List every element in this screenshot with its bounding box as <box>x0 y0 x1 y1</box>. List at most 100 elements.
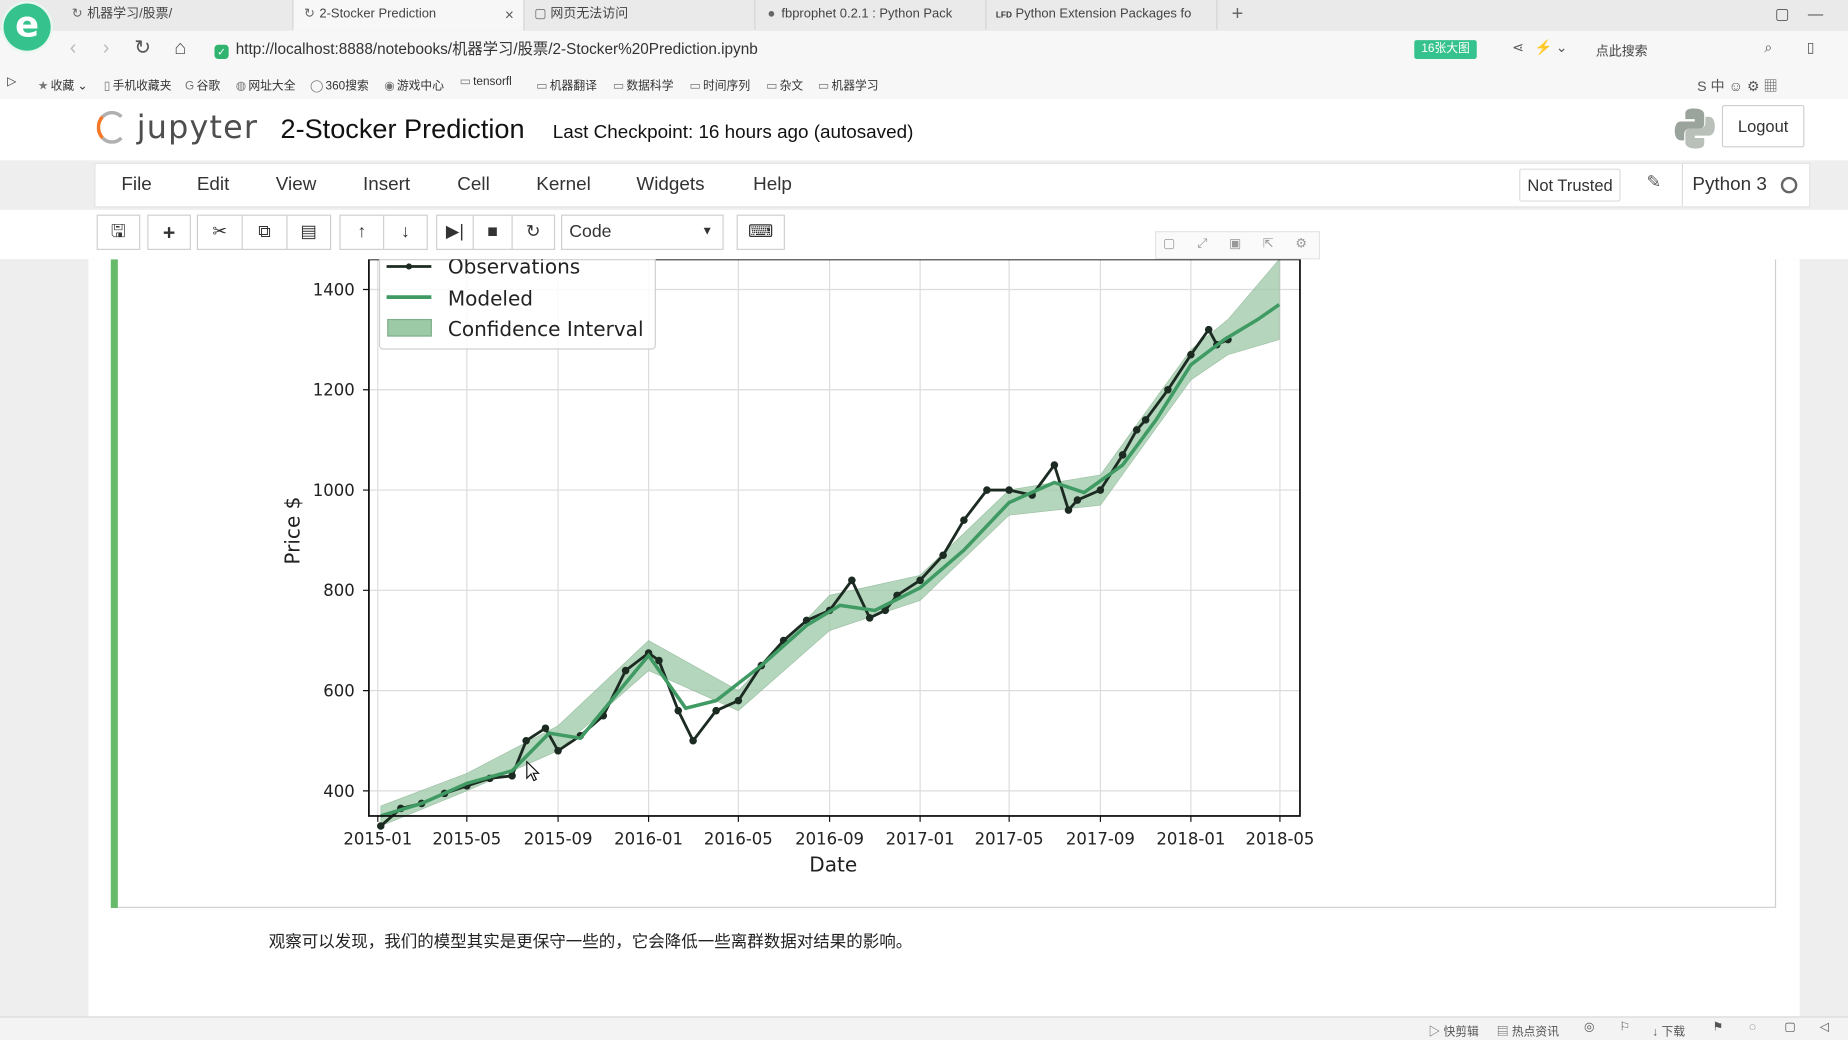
cell-selection-bar <box>110 259 118 908</box>
tab-close-icon[interactable]: × <box>504 5 514 24</box>
python-logo-icon <box>1674 108 1715 149</box>
interrupt-button[interactable]: ■ <box>472 214 513 250</box>
dropdown-arrow-icon: ▼ <box>701 225 714 239</box>
menu-insert[interactable]: Insert <box>362 174 411 195</box>
save-image-icon[interactable]: ▣ <box>1229 237 1242 252</box>
not-trusted-button[interactable]: Not Trusted <box>1519 168 1621 202</box>
bookmark-tensorflow[interactable]: ▭ tensorfl <box>460 75 512 88</box>
bookmark-directory[interactable]: ◍ 网址大全 <box>236 75 296 93</box>
tab-title: 机器学习/股票/ <box>87 7 173 22</box>
bookmark-360-search[interactable]: ◯ 360搜索 <box>310 75 369 93</box>
status-quick-clip[interactable]: ▷ 快剪辑 <box>1428 1025 1479 1039</box>
fit-icon[interactable]: ▢ <box>1163 237 1176 252</box>
tab-ml-stocks[interactable]: ↻ 机器学习/股票/ <box>61 0 294 30</box>
image-viewer-toolbar: ▢ ⤢ ▣ ⇱ ⚙ <box>1154 231 1320 260</box>
share-icon[interactable]: ⋖ <box>1512 38 1524 56</box>
confidence-interval-band <box>380 259 1280 827</box>
jupyter-logo-text: jupyter <box>136 109 259 147</box>
cell-type-select[interactable]: Code ▼ <box>560 214 724 250</box>
observation-point <box>1096 486 1105 494</box>
tab-loading-icon: ↻ <box>71 7 83 22</box>
observation-point <box>734 696 743 705</box>
bookmark-machine-learning[interactable]: ▭ 机器学习 <box>818 75 879 93</box>
tab-fbprophet[interactable]: ● fbprophet 0.2.1 : Python Pack <box>755 0 987 30</box>
status-hot-news[interactable]: ▤ 热点资讯 <box>1496 1025 1559 1039</box>
run-button[interactable]: ▶| <box>436 214 474 250</box>
tab-python-extension-packages[interactable]: LFD Python Extension Packages fo <box>986 0 1218 30</box>
page-icon: ▢ <box>534 7 547 22</box>
insert-cell-button[interactable]: + <box>147 214 191 250</box>
fullscreen-icon[interactable]: ⤢ <box>1196 237 1208 252</box>
observation-point <box>554 747 562 755</box>
volume-icon[interactable]: ◁ <box>1819 1021 1829 1035</box>
forward-icon[interactable]: › <box>102 36 110 59</box>
bookmark-favorites[interactable]: ★ 收藏 ⌄ <box>37 80 88 94</box>
restart-button[interactable]: ↻ <box>511 214 556 250</box>
copy-button[interactable]: ⧉ <box>241 214 288 250</box>
zoom-badge[interactable]: 16张大图 <box>1414 40 1477 59</box>
scissors-icon: ✂ <box>212 221 228 242</box>
logout-button[interactable]: Logout <box>1721 104 1805 148</box>
bookmark-misc[interactable]: ▭ 杂文 <box>766 75 803 93</box>
bookmark-label: tensorfl <box>473 75 512 89</box>
export-icon[interactable]: ⇱ <box>1262 237 1274 252</box>
back-icon[interactable]: ‹ <box>69 36 77 59</box>
reload-icon[interactable]: ↻ <box>134 36 152 59</box>
settings-gear-icon[interactable]: ⚙ <box>1295 237 1307 252</box>
bookmark-mobile[interactable]: ▯ 手机收藏夹 <box>104 75 172 93</box>
tab-stocker-prediction[interactable]: ↻ 2-Stocker Prediction × <box>293 0 525 31</box>
notebook-title[interactable]: 2-Stocker Prediction <box>280 113 525 144</box>
bookmark-label: 机器翻译 <box>549 80 597 94</box>
chevron-down-icon[interactable]: ⌄ <box>1555 38 1568 56</box>
status-icon-5[interactable]: ▢ <box>1784 1021 1796 1035</box>
save-button[interactable]: 🖫 <box>96 214 141 250</box>
sidebar-toggle-icon[interactable]: ▷ <box>7 75 17 89</box>
bookmark-google[interactable]: G 谷歌 <box>185 75 220 93</box>
status-icon-4[interactable]: ◌ <box>1748 1021 1757 1035</box>
observation-point <box>674 706 683 715</box>
menu-file[interactable]: File <box>121 174 152 195</box>
lightning-icon[interactable]: ⚡ <box>1534 38 1553 56</box>
markdown-cell-text[interactable]: 观察可以发现，我们的模型其实是更保守一些的，它会降低一些离群数据对结果的影响。 <box>268 932 913 952</box>
window-icon[interactable]: ▯ <box>1806 38 1815 56</box>
new-tab-button[interactable]: + <box>1231 2 1244 25</box>
bookmark-label: 收藏 <box>50 80 75 94</box>
paste-button[interactable]: ▤ <box>286 214 332 250</box>
notebook-toolbar: 🖫 + ✂ ⧉ ▤ ↑ ↓ ▶| ■ ↻ Code ▼ ⌨ <box>0 209 1848 261</box>
status-download[interactable]: ↓ 下载 <box>1652 1025 1686 1039</box>
address-bar: ‹ › ↻ ⌂ ✓ http://localhost:8888/notebooks… <box>0 30 1848 69</box>
bookmark-label: 机器学习 <box>831 80 879 94</box>
bookmark-games[interactable]: ◉ 游戏中心 <box>384 75 444 93</box>
menu-view[interactable]: View <box>275 174 317 195</box>
url-field[interactable]: ✓ http://localhost:8888/notebooks/机器学习/股票… <box>214 37 1407 63</box>
tab-list-icon[interactable]: ▢ <box>1774 4 1790 23</box>
bookmark-translate[interactable]: ▭ 机器翻译 <box>536 75 597 93</box>
move-down-button[interactable]: ↓ <box>383 214 428 250</box>
x-tick-label: 2016-09 <box>795 829 864 848</box>
status-icon-3[interactable]: ⚑ <box>1712 1021 1724 1035</box>
tab-page-unreachable[interactable]: ▢ 网页无法访问 <box>524 0 756 30</box>
bookmark-time-series[interactable]: ▭ 时间序列 <box>689 75 750 93</box>
folder-icon: ▭ <box>612 80 624 94</box>
search-icon[interactable]: ⌕ <box>1764 38 1773 56</box>
output-cell[interactable] <box>110 259 1777 908</box>
bookmark-data-science[interactable]: ▭ 数据科学 <box>613 75 674 93</box>
command-palette-button[interactable]: ⌨ <box>736 214 785 250</box>
quick-search[interactable]: 点此搜索 <box>1595 44 1648 59</box>
status-icon-1[interactable]: ◎ <box>1583 1021 1595 1035</box>
edit-pencil-icon[interactable]: ✎ <box>1646 172 1662 193</box>
menu-edit[interactable]: Edit <box>196 174 230 195</box>
cut-button[interactable]: ✂ <box>196 214 243 250</box>
menu-bar: File Edit View Insert Cell Kernel Widget… <box>94 162 1811 208</box>
menu-help[interactable]: Help <box>753 174 792 195</box>
status-icon-2[interactable]: ⚐ <box>1619 1021 1630 1035</box>
menu-widgets[interactable]: Widgets <box>636 174 705 195</box>
move-up-button[interactable]: ↑ <box>339 214 385 250</box>
menu-kernel[interactable]: Kernel <box>536 174 591 195</box>
minimize-icon[interactable]: — <box>1807 4 1824 23</box>
menu-cell[interactable]: Cell <box>457 174 490 195</box>
x-tick-label: 2015-01 <box>343 829 412 848</box>
home-icon[interactable]: ⌂ <box>174 36 187 59</box>
folder-icon: ▭ <box>766 80 778 94</box>
kernel-name[interactable]: Python 3 <box>1681 163 1767 207</box>
